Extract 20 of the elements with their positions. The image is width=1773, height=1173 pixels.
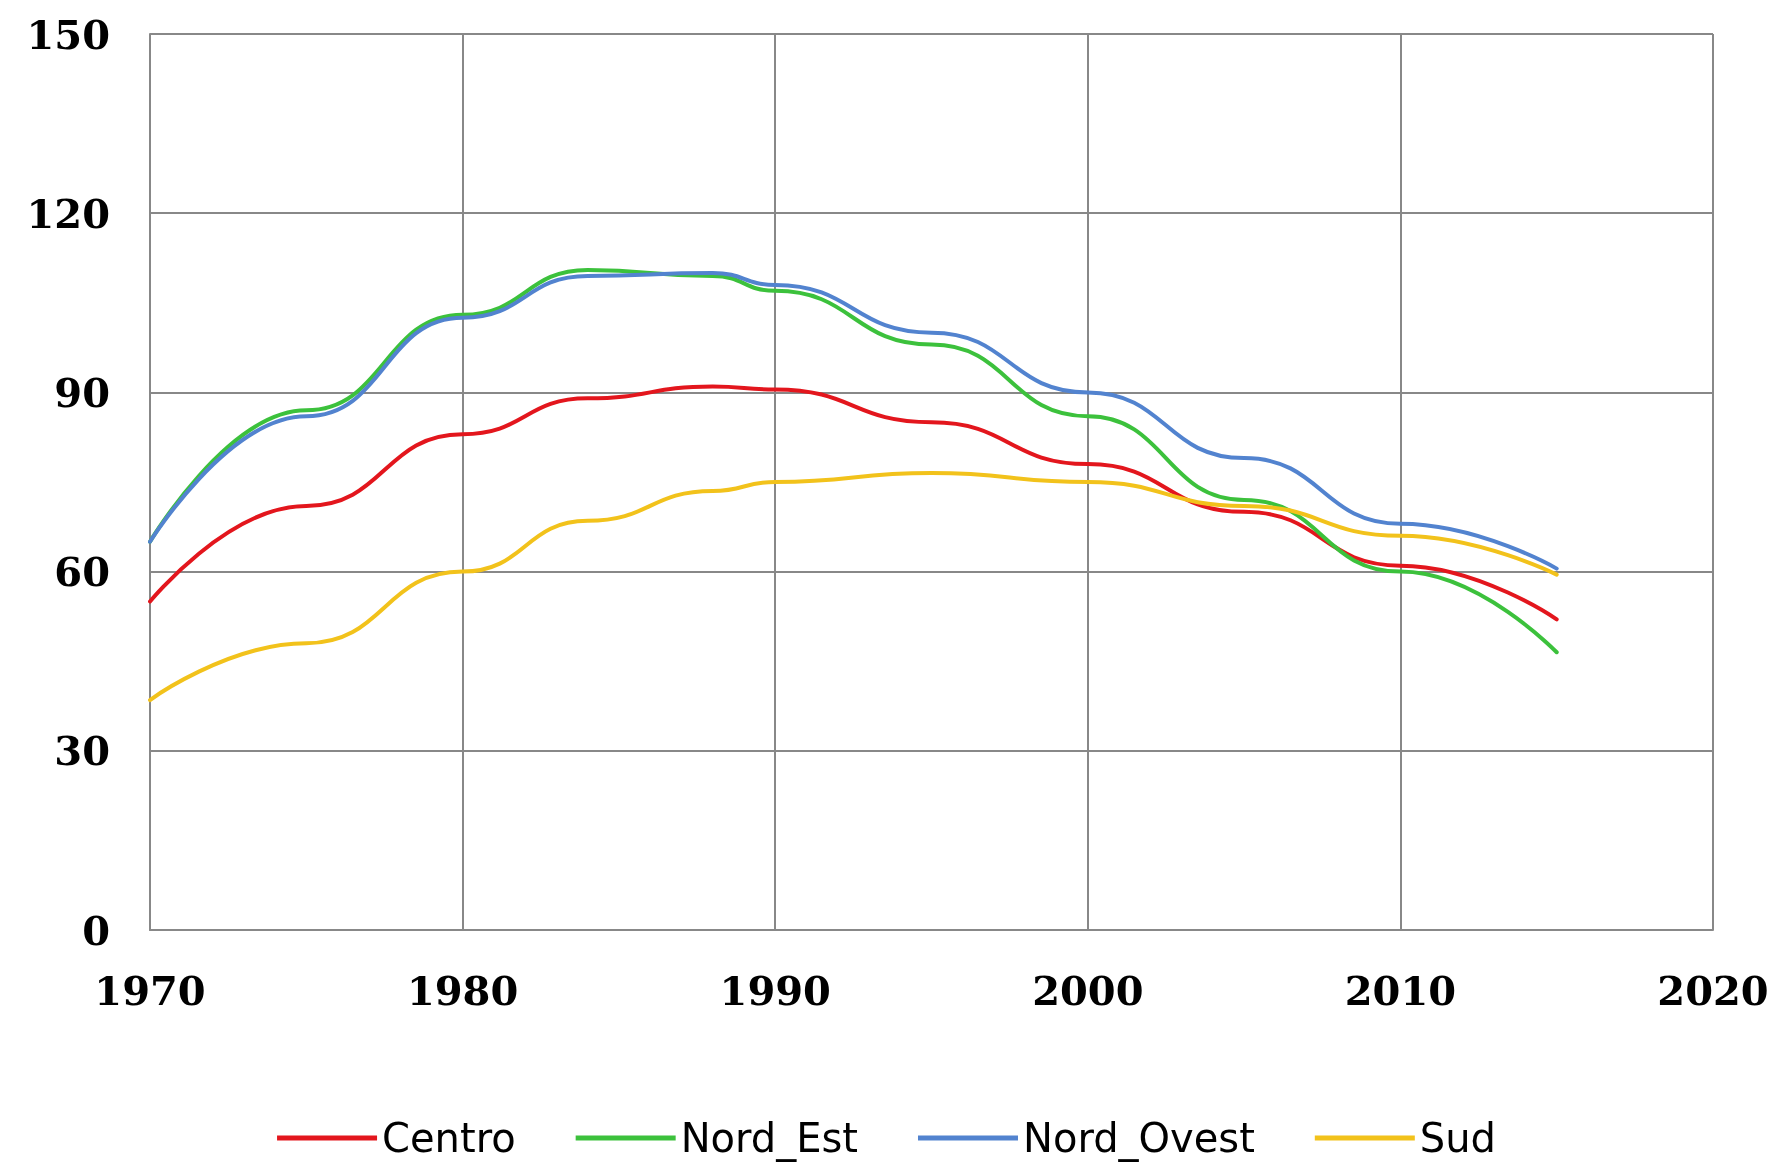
y-tick-label: 120 xyxy=(26,189,110,237)
line-series xyxy=(148,270,1559,571)
y-tick-label: 60 xyxy=(54,548,110,596)
legend-label: Sud xyxy=(1419,1115,1496,1161)
y-tick-label: 150 xyxy=(26,10,110,58)
x-tick-label: 2000 xyxy=(1032,966,1144,1014)
x-tick-label: 1980 xyxy=(406,966,519,1014)
y-tick-label: 90 xyxy=(54,368,110,416)
line-series xyxy=(148,471,1559,703)
x-tick-label: 1990 xyxy=(719,966,831,1014)
x-tick-label: 2020 xyxy=(1657,966,1769,1014)
y-tick-label: 30 xyxy=(54,727,110,775)
legend-label: Nord_Est xyxy=(680,1115,858,1162)
x-tick-label: 1970 xyxy=(94,966,206,1014)
legend-label: Centro xyxy=(382,1115,516,1161)
x-tick-label: 2010 xyxy=(1344,966,1457,1014)
line-series xyxy=(148,384,1559,622)
line-series xyxy=(148,267,1559,655)
legend-label: Nord_Ovest xyxy=(1022,1115,1255,1162)
y-tick-label: 0 xyxy=(82,906,110,954)
